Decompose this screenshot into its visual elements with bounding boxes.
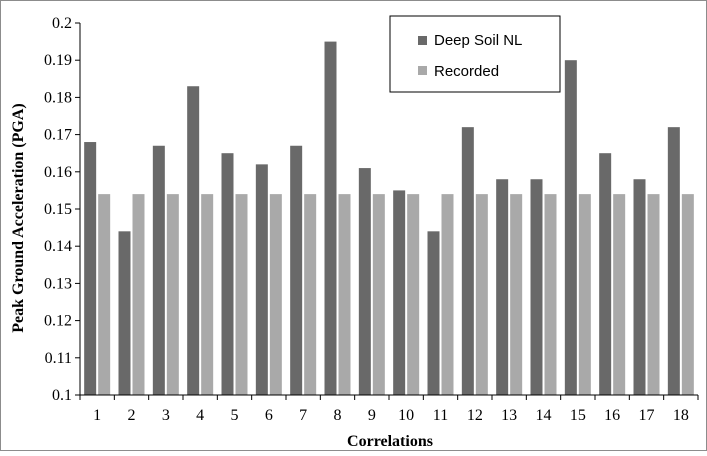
bar-deep-soil-nl-6 [255,164,268,395]
legend-label-recorded: Recorded [434,63,499,80]
x-tick-label: 14 [536,407,552,424]
bar-recorded-6 [269,194,282,395]
x-tick-label: 3 [162,407,170,424]
bar-deep-soil-nl-12 [461,127,474,395]
bar-deep-soil-nl-15 [564,60,577,395]
bar-recorded-17 [647,194,660,395]
bar-recorded-10 [407,194,420,395]
bar-deep-soil-nl-8 [324,41,337,395]
bar-recorded-18 [681,194,694,395]
x-axis-title: Correlations [347,433,433,450]
bars-layer [84,41,694,396]
legend: Deep Soil NL Recorded [389,15,561,93]
bar-recorded-4 [201,194,214,395]
y-tick-label: 0.12 [44,313,72,330]
bar-deep-soil-nl-17 [633,179,646,395]
y-tick-label: 0.18 [44,89,72,106]
bar-recorded-14 [544,194,557,395]
x-tick-label: 5 [231,407,239,424]
axes-layer [75,22,699,400]
bar-recorded-7 [304,194,317,395]
legend-swatch-recorded [418,66,427,75]
y-tick-label: 0.17 [44,127,72,144]
y-tick-label: 0.2 [52,15,72,32]
legend-swatch-deep-soil-nl [418,36,427,45]
bar-recorded-8 [338,194,351,395]
y-tick-label: 0.14 [44,238,72,255]
bar-deep-soil-nl-14 [530,179,543,395]
bar-recorded-13 [510,194,523,395]
y-tick-label: 0.13 [44,275,72,292]
x-tick-label: 4 [196,407,204,424]
x-tick-label: 13 [501,407,517,424]
x-tick-label: 2 [128,407,136,424]
bar-recorded-11 [441,194,454,395]
x-tick-label: 10 [398,407,414,424]
x-tick-label: 15 [570,407,586,424]
y-tick-label: 0.11 [45,350,72,367]
labels-layer: 0.1 0.11 0.12 0.13 0.14 0.15 0.16 0.17 0.18 0.19 0… [44,15,689,424]
bar-deep-soil-nl-1 [84,142,97,395]
bar-recorded-16 [613,194,626,395]
bar-deep-soil-nl-18 [667,127,680,395]
y-tick-label: 0.19 [44,52,72,69]
x-tick-label: 8 [334,407,342,424]
legend-label-deep-soil-nl: Deep Soil NL [434,32,522,49]
x-tick-label: 9 [368,407,376,424]
bar-deep-soil-nl-9 [358,168,371,395]
x-tick-label: 18 [673,407,689,424]
bar-deep-soil-nl-5 [221,153,234,395]
bar-deep-soil-nl-3 [152,145,165,395]
bar-recorded-15 [578,194,591,395]
bar-recorded-5 [235,194,248,395]
x-tick-label: 11 [433,407,448,424]
bar-deep-soil-nl-16 [599,153,612,395]
bar-deep-soil-nl-13 [496,179,509,395]
legend-box [389,15,561,93]
bar-recorded-1 [98,194,111,395]
y-tick-label: 0.15 [44,201,72,218]
bar-recorded-3 [166,194,179,395]
x-tick-label: 12 [467,407,483,424]
bar-recorded-2 [132,194,145,395]
y-axis-title: Peak Ground Acceleration (PGA) [10,103,27,332]
x-tick-label: 6 [265,407,273,424]
bar-deep-soil-nl-2 [118,231,131,395]
bar-recorded-9 [372,194,385,395]
y-tick-label: 0.16 [44,164,72,181]
y-tick-label: 0.1 [52,387,72,404]
bar-deep-soil-nl-10 [393,190,406,395]
x-tick-label: 17 [639,407,655,424]
bar-recorded-12 [475,194,488,395]
bar-deep-soil-nl-7 [290,145,303,395]
bar-deep-soil-nl-11 [427,231,440,395]
bar-deep-soil-nl-4 [187,86,200,396]
x-tick-label: 7 [299,407,307,424]
x-tick-label: 1 [93,407,101,424]
x-tick-label: 16 [604,407,620,424]
